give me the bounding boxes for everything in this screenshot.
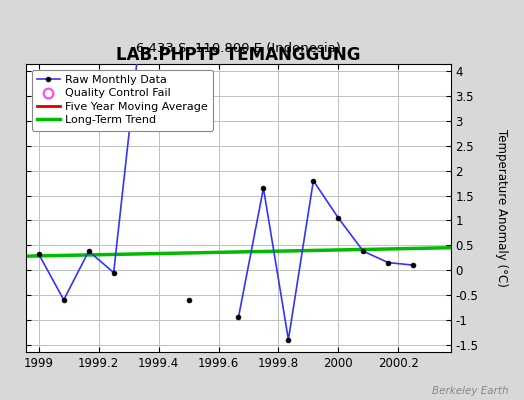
Text: 6.433 S, 110.800 E (Indonesia): 6.433 S, 110.800 E (Indonesia): [136, 42, 341, 55]
Title: LAB.PHPTP TEMANGGUNG: LAB.PHPTP TEMANGGUNG: [116, 46, 361, 64]
Raw Monthly Data: [36, 252, 42, 256]
Raw Monthly Data: [61, 298, 67, 302]
Line: Raw Monthly Data: Raw Monthly Data: [36, 44, 141, 302]
Raw Monthly Data: [136, 44, 142, 49]
Text: Berkeley Earth: Berkeley Earth: [432, 386, 508, 396]
Raw Monthly Data: [85, 249, 92, 254]
Legend: Raw Monthly Data, Quality Control Fail, Five Year Moving Average, Long-Term Tren: Raw Monthly Data, Quality Control Fail, …: [32, 70, 213, 131]
Raw Monthly Data: [111, 270, 117, 275]
Y-axis label: Temperature Anomaly (°C): Temperature Anomaly (°C): [495, 129, 508, 287]
